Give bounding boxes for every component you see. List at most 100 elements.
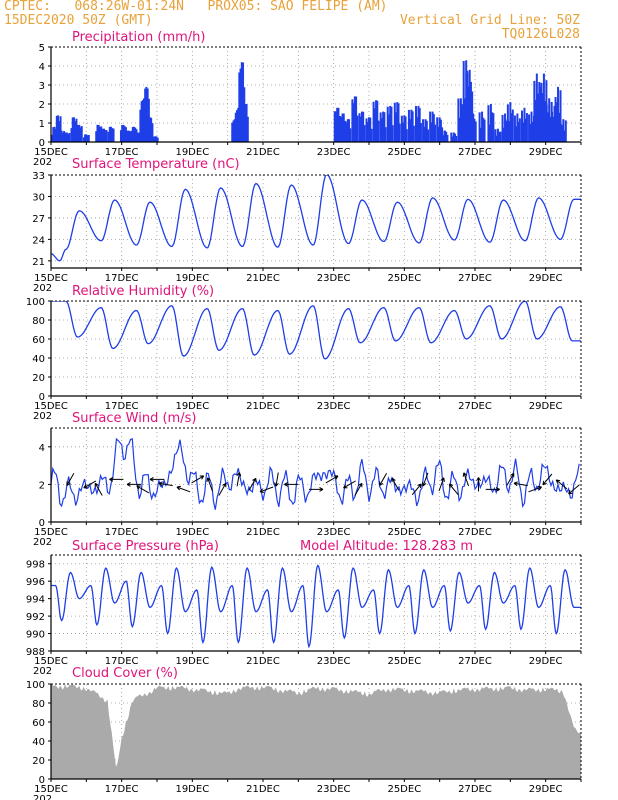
panel-title: Surface Pressure (hPa) [72, 539, 219, 554]
precip-bar [346, 119, 349, 142]
precip-bar [61, 132, 64, 142]
precip-bar [244, 104, 247, 142]
y-tick-label: 992 [26, 612, 45, 623]
header-model-code: TQ0126L028 [501, 27, 580, 42]
precip-bar [342, 113, 345, 142]
precip-bar [552, 116, 555, 142]
y-tick-label: 40 [32, 737, 45, 748]
precip-bar [562, 119, 565, 142]
y-tick-label: 60 [32, 718, 45, 729]
x-tick-label: 17DEC [105, 656, 139, 667]
panel-title: Precipitation (mm/h) [72, 30, 205, 45]
y-tick-label: 5 [39, 43, 45, 54]
precip-bar [499, 131, 502, 142]
precip-bar [393, 102, 396, 142]
precip-bar [383, 112, 386, 142]
x-tick-label: 15DEC [34, 273, 68, 284]
x-tick-label: 25DEC [387, 147, 421, 158]
precip-bar [105, 130, 108, 142]
precip-bar [549, 116, 552, 142]
panel-3: Relative Humidity (%) 0 20 40 60 80 100 15DEC 17… [26, 284, 582, 422]
precip-bar [506, 104, 509, 142]
precip-bar [373, 108, 376, 142]
x-tick-label: 19DEC [175, 656, 209, 667]
precip-bar [337, 107, 340, 142]
precip-bar [402, 122, 405, 142]
precip-bar [474, 121, 477, 142]
panel-annotation: Model Altitude: 128.283 m [300, 539, 473, 554]
precip-bar [131, 126, 134, 142]
wind-arrow [555, 479, 568, 490]
y-tick-label: 996 [26, 577, 45, 588]
precip-bar [441, 130, 444, 142]
y-tick-label: 4 [39, 62, 45, 73]
precip-bar [333, 111, 336, 142]
precip-bar [424, 119, 427, 142]
precip-bar [377, 120, 380, 142]
panel-title: Cloud Cover (%) [72, 666, 178, 681]
precip-bar [509, 102, 512, 142]
wind-vectors [66, 472, 580, 496]
precip-bar [366, 121, 369, 142]
precip-bar [104, 130, 107, 142]
precip-bar [96, 124, 99, 142]
x-tick-label: 15DEC [34, 401, 68, 412]
x-tick-label: 27DEC [458, 656, 492, 667]
precip-bar [454, 133, 457, 142]
precip-bar [541, 97, 544, 142]
precip-bar [348, 119, 351, 142]
panel-title: Surface Wind (m/s) [72, 411, 196, 426]
cloud-cover-area [51, 684, 581, 779]
precip-bar [438, 117, 441, 142]
precip-bar [345, 122, 348, 142]
wind-arrow [206, 477, 213, 492]
precip-bar [432, 114, 435, 142]
x-year-stub: 202 [33, 157, 52, 168]
precip-bar [51, 134, 54, 142]
y-tick-label: 0 [39, 518, 45, 529]
precip-bar [517, 121, 520, 142]
x-tick-label: 21DEC [246, 784, 280, 795]
wind-arrow [528, 485, 542, 493]
precip-bar [243, 107, 246, 142]
precip-bar [561, 125, 564, 142]
precip-bar [539, 86, 542, 142]
header-station-line: CPTEC: 068:26W-01:24N PROX05: SAO FELIPE… [4, 0, 388, 14]
y-tick-label: 1 [39, 119, 45, 130]
precip-bar [58, 120, 61, 142]
x-year-stub: 202 [33, 537, 52, 548]
precip-bar [369, 117, 372, 142]
wind-arrow [476, 477, 481, 492]
x-tick-label: 21DEC [246, 273, 280, 284]
precip-bar [121, 124, 124, 142]
precip-bar [236, 110, 239, 142]
y-tick-label: 2 [39, 480, 45, 491]
precip-bar [554, 97, 557, 142]
precip-bar [478, 112, 481, 142]
precip-bar [443, 130, 446, 142]
precip-bar [108, 126, 111, 142]
panel-1: Precipitation (mm/h) 0 1 2 3 4 5 15DEC 17DEC 19DE… [33, 30, 582, 168]
y-tick-label: 988 [26, 647, 45, 658]
precip-bar [510, 113, 513, 142]
precip-bar [461, 104, 464, 142]
precip-bar [429, 111, 432, 142]
precip-bar [63, 131, 66, 142]
precip-bar [403, 115, 406, 142]
wind-arrow [248, 477, 257, 491]
precip-bar [397, 103, 400, 142]
precip-bar [467, 105, 470, 142]
precip-bar [95, 131, 98, 142]
precip-bar [414, 106, 417, 142]
precip-bar [123, 126, 126, 142]
precip-bar [156, 137, 159, 142]
precip-bar [504, 113, 507, 142]
wind-arrow [109, 477, 124, 482]
x-tick-label: 15DEC [34, 784, 68, 795]
y-tick-label: 40 [32, 354, 45, 365]
precip-bar [145, 86, 148, 142]
y-tick-label: 0 [39, 775, 45, 786]
precip-bar [427, 129, 430, 142]
precip-bar [533, 80, 536, 142]
precip-bar [531, 121, 534, 142]
